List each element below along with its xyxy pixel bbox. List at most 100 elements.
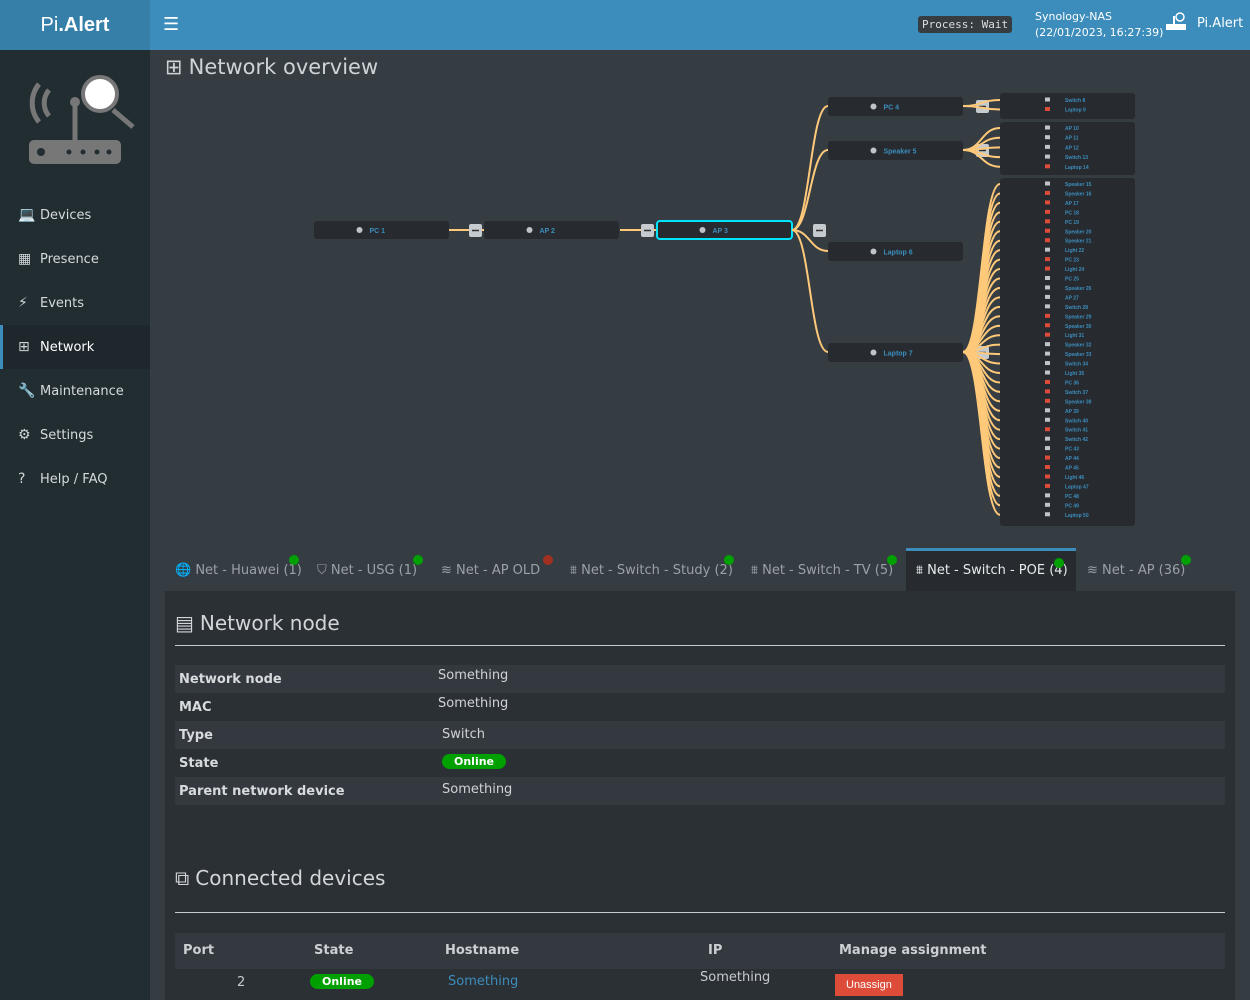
tree-leaf-label[interactable]: AP 27 [1065, 295, 1079, 301]
tree-leaf-label[interactable]: Speaker 38 [1065, 399, 1092, 405]
page-title: ⊞ Network overview [165, 55, 378, 79]
gear-icon: ⚙ [18, 427, 31, 443]
tree-leaf-label[interactable]: Switch 28 [1065, 305, 1088, 311]
ethernet-icon: ⩩ [570, 563, 577, 578]
sidebar-item-presence[interactable]: ▦ Presence [0, 237, 150, 281]
tree-leaf-label[interactable]: AP 45 [1065, 466, 1079, 472]
tree-leaf-label[interactable]: AP 17 [1065, 201, 1079, 207]
question-icon: ? [18, 471, 26, 487]
menu-toggle-icon[interactable]: ☰ [163, 14, 180, 35]
ip-cell: Something [700, 970, 771, 985]
tree-node[interactable] [828, 141, 963, 160]
sidebar-item-devices[interactable]: 💻 Devices [0, 193, 150, 237]
app-logo[interactable]: Pi.Alert [0, 0, 150, 50]
tree-leaf-label[interactable]: Speaker 29 [1065, 314, 1092, 320]
tab-label: Net - Switch - Study (2) [581, 563, 733, 578]
tree-leaf-label[interactable]: Switch 13 [1065, 155, 1088, 161]
col-port[interactable]: Port [183, 943, 215, 958]
tree-node[interactable] [828, 343, 963, 362]
sidebar-item-maintenance[interactable]: 🔧 Maintenance [0, 369, 150, 413]
tree-leaf-label[interactable]: Light 31 [1065, 333, 1084, 339]
tree-leaf-label[interactable]: Switch 34 [1065, 362, 1088, 368]
device-icon [1045, 455, 1050, 460]
tree-leaf-label[interactable]: Light 24 [1065, 267, 1084, 273]
tab-net-ap-old[interactable]: ≋ Net - AP OLD [431, 548, 553, 591]
col-ip[interactable]: IP [708, 943, 723, 958]
tree-leaf-label[interactable]: Light 46 [1065, 475, 1084, 481]
tree-leaf-label[interactable]: PC 36 [1065, 380, 1079, 386]
tree-leaf-label[interactable]: Speaker 21 [1065, 239, 1092, 245]
tree-leaf-label[interactable]: PC 18 [1065, 210, 1079, 216]
network-tree: PC 1 AP 2 AP 3 PC 4 Switch 8 Laptop 9 Speaker … [314, 93, 1135, 526]
tree-leaf-label[interactable]: PC 19 [1065, 220, 1079, 226]
sidebar-item-settings[interactable]: ⚙ Settings [0, 413, 150, 457]
device-icon [1045, 332, 1050, 337]
tree-leaf-label[interactable]: Switch 37 [1065, 390, 1088, 396]
tree-leaf-label[interactable]: Speaker 30 [1065, 324, 1092, 330]
tree-leaf-label[interactable]: Light 22 [1065, 248, 1084, 254]
col-state[interactable]: State [314, 943, 354, 958]
tree-node-label[interactable]: Laptop 6 [884, 250, 913, 257]
tree-leaf-label[interactable]: PC 43 [1065, 447, 1079, 453]
tree-leaf-label[interactable]: Switch 41 [1065, 428, 1088, 434]
tree-leaf-label[interactable]: AP 12 [1065, 145, 1079, 151]
detail-value: Something [438, 668, 509, 683]
tree-node[interactable] [828, 97, 963, 116]
tree-leaf-label[interactable]: PC 23 [1065, 258, 1079, 264]
tree-node-label[interactable]: Laptop 7 [884, 351, 913, 358]
tab-net-ap-36-[interactable]: ≋ Net - AP (36) [1077, 548, 1191, 591]
tree-leaf-label[interactable]: Laptop 9 [1065, 108, 1086, 114]
sidebar-item-network[interactable]: ⊞ Network [0, 325, 150, 369]
tree-leaf-label[interactable]: Speaker 15 [1065, 182, 1092, 188]
tree-node[interactable] [828, 242, 963, 261]
tab-net-switch-study-2-[interactable]: ⩩ Net - Switch - Study (2) [560, 548, 734, 591]
user-menu[interactable]: Pi.Alert [1197, 16, 1244, 31]
tree-leaf-label[interactable]: AP 10 [1065, 126, 1079, 132]
parent-device-link[interactable]: Something [442, 782, 513, 797]
tree-leaf-label[interactable]: Light 35 [1065, 371, 1084, 377]
tree-leaf-label[interactable]: Laptop 14 [1065, 165, 1089, 171]
tree-node-label[interactable]: PC 4 [884, 105, 900, 112]
tree-node-label[interactable]: Speaker 5 [884, 149, 917, 156]
device-icon [1045, 502, 1050, 507]
tree-leaf-label[interactable]: Speaker 32 [1065, 343, 1092, 349]
tree-node-label[interactable]: AP 3 [713, 228, 729, 235]
tree-leaf-label[interactable]: AP 11 [1065, 136, 1079, 142]
sidebar-item-help-faq[interactable]: ? Help / FAQ [0, 457, 150, 501]
tree-leaf-label[interactable]: Switch 8 [1065, 98, 1086, 104]
hostname-link[interactable]: Something [448, 974, 519, 989]
tree-leaf-label[interactable]: AP 39 [1065, 409, 1079, 415]
device-icon [1045, 436, 1050, 441]
col-hostname[interactable]: Hostname [445, 943, 520, 958]
tree-link [791, 229, 829, 252]
device-icon [1045, 379, 1050, 384]
status-dot [1054, 558, 1064, 568]
tree-node-label[interactable]: AP 2 [540, 228, 556, 235]
tree-leaf-label[interactable]: Switch 42 [1065, 437, 1088, 443]
tab-net-usg-1-[interactable]: ⛉ Net - USG (1) [307, 548, 423, 591]
tree-leaf-label[interactable]: Speaker 26 [1065, 286, 1092, 292]
tree-leaf-label[interactable]: PC 48 [1065, 494, 1079, 500]
unassign-button[interactable]: Unassign [835, 974, 903, 996]
tree-leaf-label[interactable]: Speaker 33 [1065, 352, 1092, 358]
tree-leaf-label[interactable]: AP 44 [1065, 456, 1079, 462]
tree-node[interactable] [484, 221, 619, 239]
tab-net-switch-tv-5-[interactable]: ⩩ Net - Switch - TV (5) [741, 548, 897, 591]
pialert-logo-icon [29, 75, 135, 164]
wrench-icon: 🔧 [18, 383, 36, 399]
tree-leaf-label[interactable]: Laptop 50 [1065, 513, 1089, 519]
tree-leaf-label[interactable]: PC 25 [1065, 277, 1079, 283]
sidebar-item-events[interactable]: ⚡ Events [0, 281, 150, 325]
tree-node-label[interactable]: PC 1 [370, 228, 386, 235]
tab-net-switch-poe-4-[interactable]: ⩩ Net - Switch - POE (4) [906, 548, 1076, 591]
tree-leaf-label[interactable]: Speaker 16 [1065, 191, 1092, 197]
tab-net-huawei-1-[interactable]: 🌐 Net - Huawei (1) [165, 548, 302, 591]
device-icon [1045, 219, 1050, 224]
tree-node[interactable] [314, 221, 449, 239]
tree-leaf-label[interactable]: PC 49 [1065, 503, 1079, 509]
tree-leaf-label[interactable]: Speaker 20 [1065, 229, 1092, 235]
device-icon [1045, 125, 1050, 130]
tree-leaf-label[interactable]: Laptop 47 [1065, 484, 1089, 490]
section-title: Connected devices [195, 866, 386, 890]
tree-leaf-label[interactable]: Switch 40 [1065, 418, 1088, 424]
